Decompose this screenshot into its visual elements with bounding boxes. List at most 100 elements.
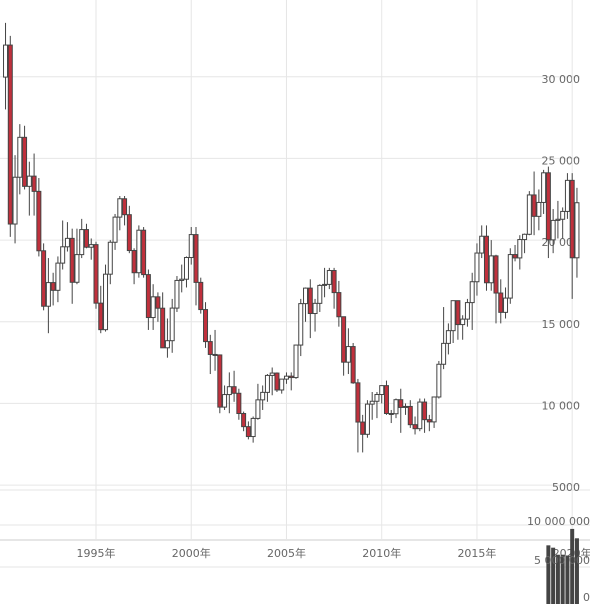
candle-body (517, 239, 523, 259)
candle-body (131, 250, 137, 274)
candle-body (398, 399, 404, 408)
candle-body (183, 257, 189, 280)
candle-body (388, 413, 394, 416)
candle-body (369, 400, 375, 405)
candle-body (293, 344, 299, 379)
candle-body (322, 283, 328, 286)
candle-body (331, 270, 337, 294)
candle-body (226, 386, 232, 396)
volume-tick-label: 10 000 000 (527, 515, 590, 528)
candle-body (436, 363, 442, 398)
candle-body (198, 281, 204, 311)
candle-body (374, 394, 380, 402)
candle-body (55, 262, 61, 291)
candle-body (98, 302, 104, 331)
candle-body (407, 405, 413, 426)
candle-body (136, 229, 142, 274)
candle-body (150, 296, 156, 319)
candle-body (222, 394, 228, 408)
candle-body (236, 392, 242, 415)
candle-body (317, 284, 323, 304)
candle-body (564, 179, 570, 212)
candle-body (69, 237, 75, 283)
candle-body (7, 44, 13, 225)
candle-body (431, 396, 437, 423)
candle-body (417, 401, 423, 430)
x-tick-label: 2010年 (362, 546, 401, 560)
candle-body (31, 175, 37, 192)
candle-body (279, 378, 285, 391)
candle-body (464, 302, 470, 320)
candle-body (117, 198, 123, 218)
candle-body (245, 426, 251, 438)
candle-body (483, 235, 489, 284)
volume-bar (555, 554, 560, 604)
candle-body (498, 292, 504, 313)
y-tick-label: 30 000 (542, 73, 581, 86)
y-tick-label: 15 000 (542, 318, 581, 331)
candle-body (17, 136, 23, 178)
candle-body (179, 278, 185, 281)
candle-body (283, 375, 289, 380)
candle-body (250, 417, 256, 438)
candle-body (403, 405, 409, 408)
candle-body (41, 250, 47, 307)
volume-bar (565, 555, 570, 604)
candle-body (103, 273, 109, 331)
candle-body (393, 399, 399, 415)
y-tick-label: 25 000 (542, 154, 581, 167)
candle-body (3, 44, 9, 78)
candle-body (45, 282, 51, 307)
volume-bar (560, 554, 565, 604)
candle-body (536, 201, 542, 217)
candle-body (526, 194, 532, 235)
candle-body (193, 234, 199, 283)
candle-body (488, 255, 494, 284)
candle-body (169, 307, 175, 342)
candle-body (445, 330, 451, 344)
candle-body (93, 244, 99, 304)
candle-body (88, 244, 94, 248)
volume-bar (546, 545, 551, 604)
x-tick-label: 2005年 (267, 546, 306, 560)
candle-body (336, 292, 342, 318)
candle-body (207, 341, 213, 355)
candle-body (112, 216, 118, 243)
candle-body (60, 246, 66, 264)
candle-body (212, 353, 218, 356)
volume-tick-label: 0 (583, 591, 590, 604)
candle-body (479, 235, 485, 254)
candle-body (550, 219, 556, 241)
candle-body (141, 229, 147, 276)
candle-body (522, 233, 528, 241)
candle-body (217, 354, 223, 408)
candle-body (326, 270, 332, 285)
candle-body (455, 300, 461, 326)
volume-bar (570, 528, 575, 604)
candle-body (460, 318, 466, 326)
candle-body (541, 172, 547, 203)
candle-body (355, 382, 361, 423)
volume-bar (551, 547, 556, 604)
candle-body (188, 234, 194, 259)
candle-body (155, 296, 161, 309)
candle-body (450, 300, 456, 332)
candle-body (426, 419, 432, 423)
candle-body (531, 194, 537, 217)
candle-body (126, 214, 132, 252)
candle-body (345, 346, 351, 363)
candle-body (264, 374, 270, 393)
x-tick-label: 2015年 (457, 546, 496, 560)
candle-body (26, 175, 32, 187)
candle-body (12, 176, 18, 225)
candle-body (503, 297, 509, 313)
candle-body (545, 172, 551, 241)
candle-body (164, 340, 170, 349)
candle-body (203, 309, 209, 343)
candle-body (160, 307, 166, 349)
candle-body (493, 255, 499, 294)
candle-body (350, 346, 356, 384)
candle-body (241, 413, 247, 428)
candle-body (364, 403, 370, 435)
